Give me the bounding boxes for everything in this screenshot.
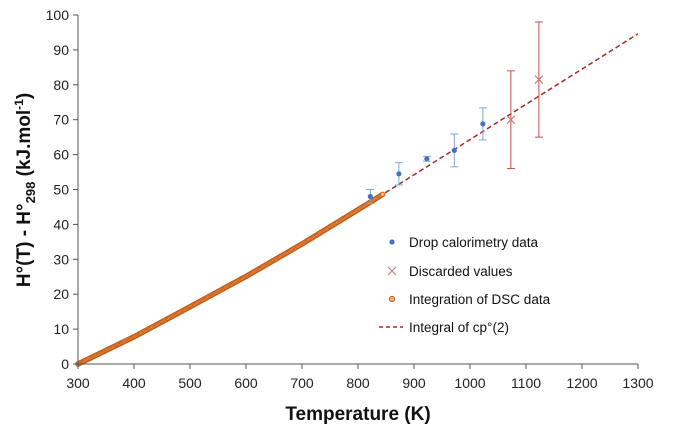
- x-tick-label: 800: [346, 375, 370, 391]
- y-tick-label: 50: [53, 182, 69, 198]
- y-tick-label: 10: [53, 321, 69, 337]
- drop-calorimetry-point: [367, 193, 373, 200]
- y-axis-title-sup: -1: [12, 99, 26, 110]
- y-axis-title: H°(T) - H°298 (kJ.mol-1): [12, 93, 38, 287]
- y-axis-title-sub: 298: [23, 182, 38, 204]
- legend-label-drop: Drop calorimetry data: [409, 235, 539, 250]
- y-tick-label: 0: [61, 356, 69, 372]
- y-tick-label: 30: [53, 251, 69, 267]
- drop-calorimetry-point: [480, 121, 486, 127]
- x-tick-label: 1200: [566, 375, 597, 391]
- legend-label-fit: Integral of cp°(2): [409, 320, 509, 335]
- legend-label-discarded: Discarded values: [409, 264, 513, 279]
- legend: Drop calorimetry data Discarded values I…: [379, 235, 551, 335]
- y-tick-label: 70: [53, 112, 69, 128]
- x-tick-label: 300: [66, 375, 90, 391]
- y-tick-label: 90: [53, 42, 69, 58]
- fit-curve-group: [77, 33, 639, 365]
- x-tick-label: 1000: [454, 375, 485, 391]
- legend-marker-dsc: [388, 295, 396, 303]
- drop-calorimetry-point: [451, 147, 457, 154]
- discarded-point-stroke: [534, 75, 544, 84]
- error-bars-group: [366, 21, 543, 204]
- drop-calorimetry-point: [424, 156, 430, 162]
- drop-calorimetry-point: [396, 171, 402, 177]
- discarded-point: [534, 75, 544, 84]
- x-axis-title: Temperature (K): [285, 404, 430, 425]
- y-tick-label: 20: [53, 286, 69, 302]
- legend-marker-discarded: [387, 266, 397, 276]
- y-axis-title-unit: (kJ.mol: [14, 110, 35, 182]
- x-tick-label: 600: [234, 375, 258, 391]
- dsc-points-group: [75, 191, 386, 367]
- x-tick-label: 900: [402, 375, 426, 391]
- markers-group: [367, 75, 544, 200]
- dsc-point: [379, 191, 386, 198]
- y-tick-label: 60: [53, 147, 69, 163]
- x-tick-label: 500: [178, 375, 202, 391]
- discarded-point-stroke: [506, 115, 516, 125]
- legend-label-dsc: Integration of DSC data: [409, 292, 551, 307]
- x-tick-label: 1300: [622, 375, 653, 391]
- y-tick-label: 80: [53, 77, 69, 93]
- x-tick-label: 700: [290, 375, 314, 391]
- y-tick-label: 100: [46, 7, 70, 23]
- y-axis-title-main: H°(T) - H°: [14, 203, 35, 287]
- y-axis-title-close: ): [14, 93, 35, 99]
- y-ticks-group: 0 10 20 30 40 50 60 70 80 90 100: [46, 7, 78, 372]
- x-tick-label: 400: [122, 375, 146, 391]
- x-tick-label: 1100: [511, 375, 541, 391]
- legend-marker-drop: [389, 239, 395, 245]
- discarded-point: [506, 115, 516, 125]
- x-ticks-group: 300 400 500 600 700 800 900 1000 1100 1200 1300: [66, 364, 654, 391]
- y-tick-label: 40: [53, 216, 69, 232]
- fit-curve: [77, 33, 639, 365]
